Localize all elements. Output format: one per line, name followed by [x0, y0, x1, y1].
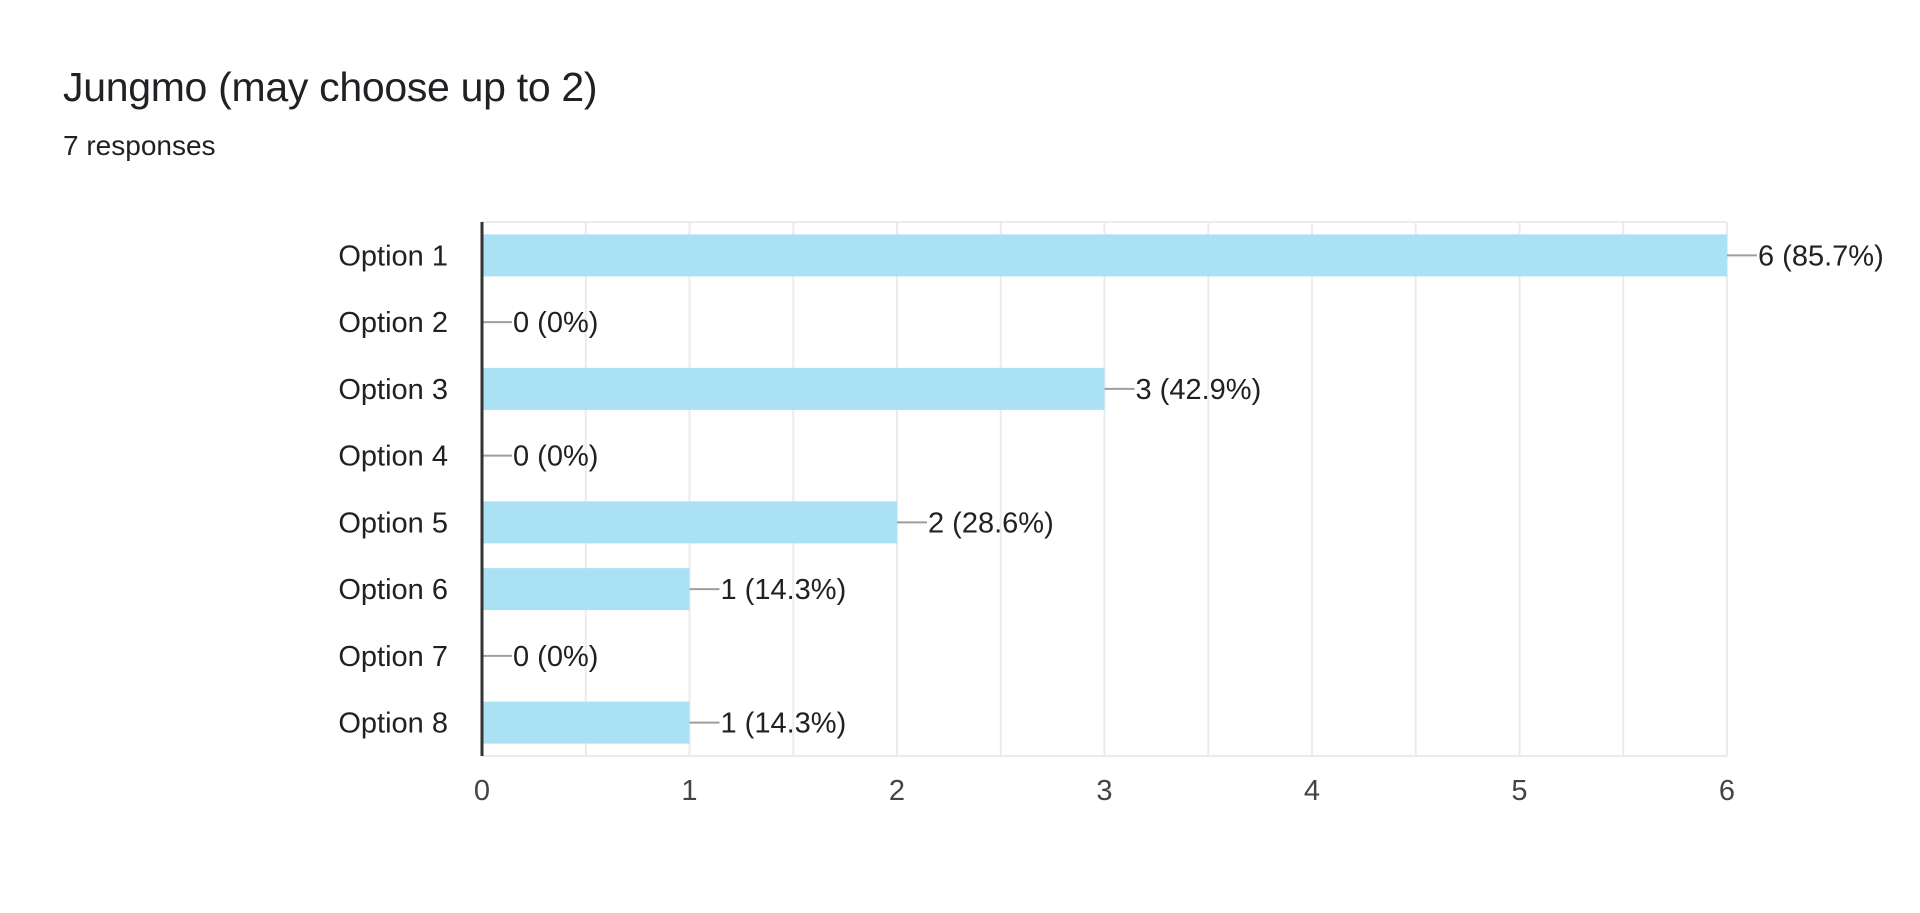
- response-count: 7 responses: [63, 130, 216, 161]
- x-tick-label: 1: [681, 775, 697, 807]
- category-label: Option 8: [338, 708, 448, 740]
- data-label: 0 (0%): [513, 641, 598, 673]
- bar[interactable]: [482, 367, 1105, 410]
- bar[interactable]: [482, 234, 1727, 277]
- x-tick-label: 3: [1096, 775, 1112, 807]
- x-tick-label: 4: [1304, 775, 1320, 807]
- category-label: Option 7: [338, 641, 448, 673]
- category-label: Option 1: [338, 240, 448, 272]
- category-label: Option 6: [338, 574, 448, 606]
- grid-layer: [482, 221, 1728, 757]
- category-label: Option 2: [338, 307, 448, 339]
- bar[interactable]: [482, 701, 690, 744]
- bar-layer: [482, 234, 1727, 744]
- data-label: 3 (42.9%): [1136, 374, 1262, 406]
- bar[interactable]: [482, 501, 897, 544]
- data-label: 1 (14.3%): [721, 708, 847, 740]
- category-label: Option 5: [338, 507, 448, 539]
- data-label: 0 (0%): [513, 307, 598, 339]
- label-layer: Option 1 6 (85.7%) Option 2 0 (0%) Option 3 3…: [338, 240, 1883, 739]
- data-label: 0 (0%): [513, 441, 598, 473]
- axis-layer: 0 1 2 3 4 5 6: [474, 222, 1735, 807]
- x-tick-label: 6: [1719, 775, 1735, 807]
- bar[interactable]: [482, 568, 690, 611]
- x-tick-label: 2: [889, 775, 905, 807]
- chart-title: Jungmo (may choose up to 2): [63, 64, 598, 110]
- data-label: 1 (14.3%): [721, 574, 847, 606]
- data-label: 2 (28.6%): [928, 507, 1054, 539]
- data-label: 6 (85.7%): [1758, 240, 1884, 272]
- category-label: Option 4: [338, 441, 448, 473]
- x-tick-label: 5: [1511, 775, 1527, 807]
- category-label: Option 3: [338, 374, 448, 406]
- x-tick-label: 0: [474, 775, 490, 807]
